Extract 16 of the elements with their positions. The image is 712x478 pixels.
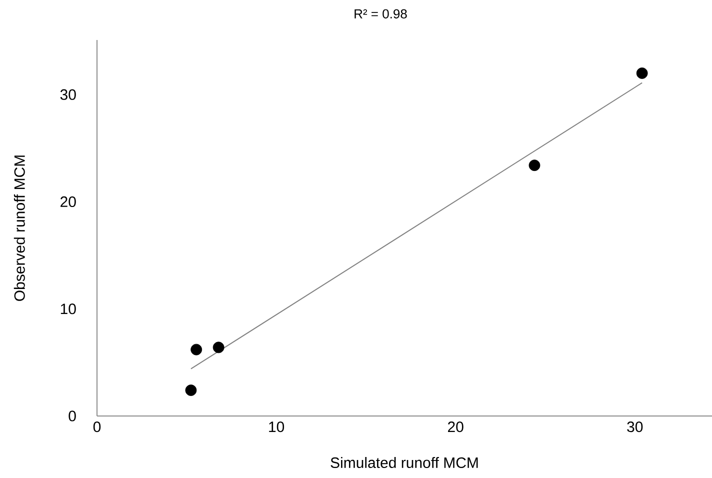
y-tick-label: 30: [60, 89, 76, 100]
point: [185, 384, 197, 396]
x-tick-label: 0: [93, 422, 101, 432]
point: [212, 342, 224, 354]
chart-title: R² = 0.98: [354, 9, 407, 18]
x-tick-label: 10: [269, 422, 284, 432]
point: [528, 160, 540, 172]
x-tick-label: 20: [448, 422, 464, 432]
y-tick-label: 20: [60, 196, 76, 208]
y-tick-label: 0: [68, 410, 76, 422]
point: [636, 67, 648, 79]
y-tick-label: 10: [60, 304, 76, 314]
x-tick-label: 30: [627, 422, 643, 432]
x-axis-title: Simulated runoff MCM: [330, 457, 478, 468]
point: [190, 344, 202, 356]
y-axis-title: Observed runoff MCM: [14, 156, 25, 301]
